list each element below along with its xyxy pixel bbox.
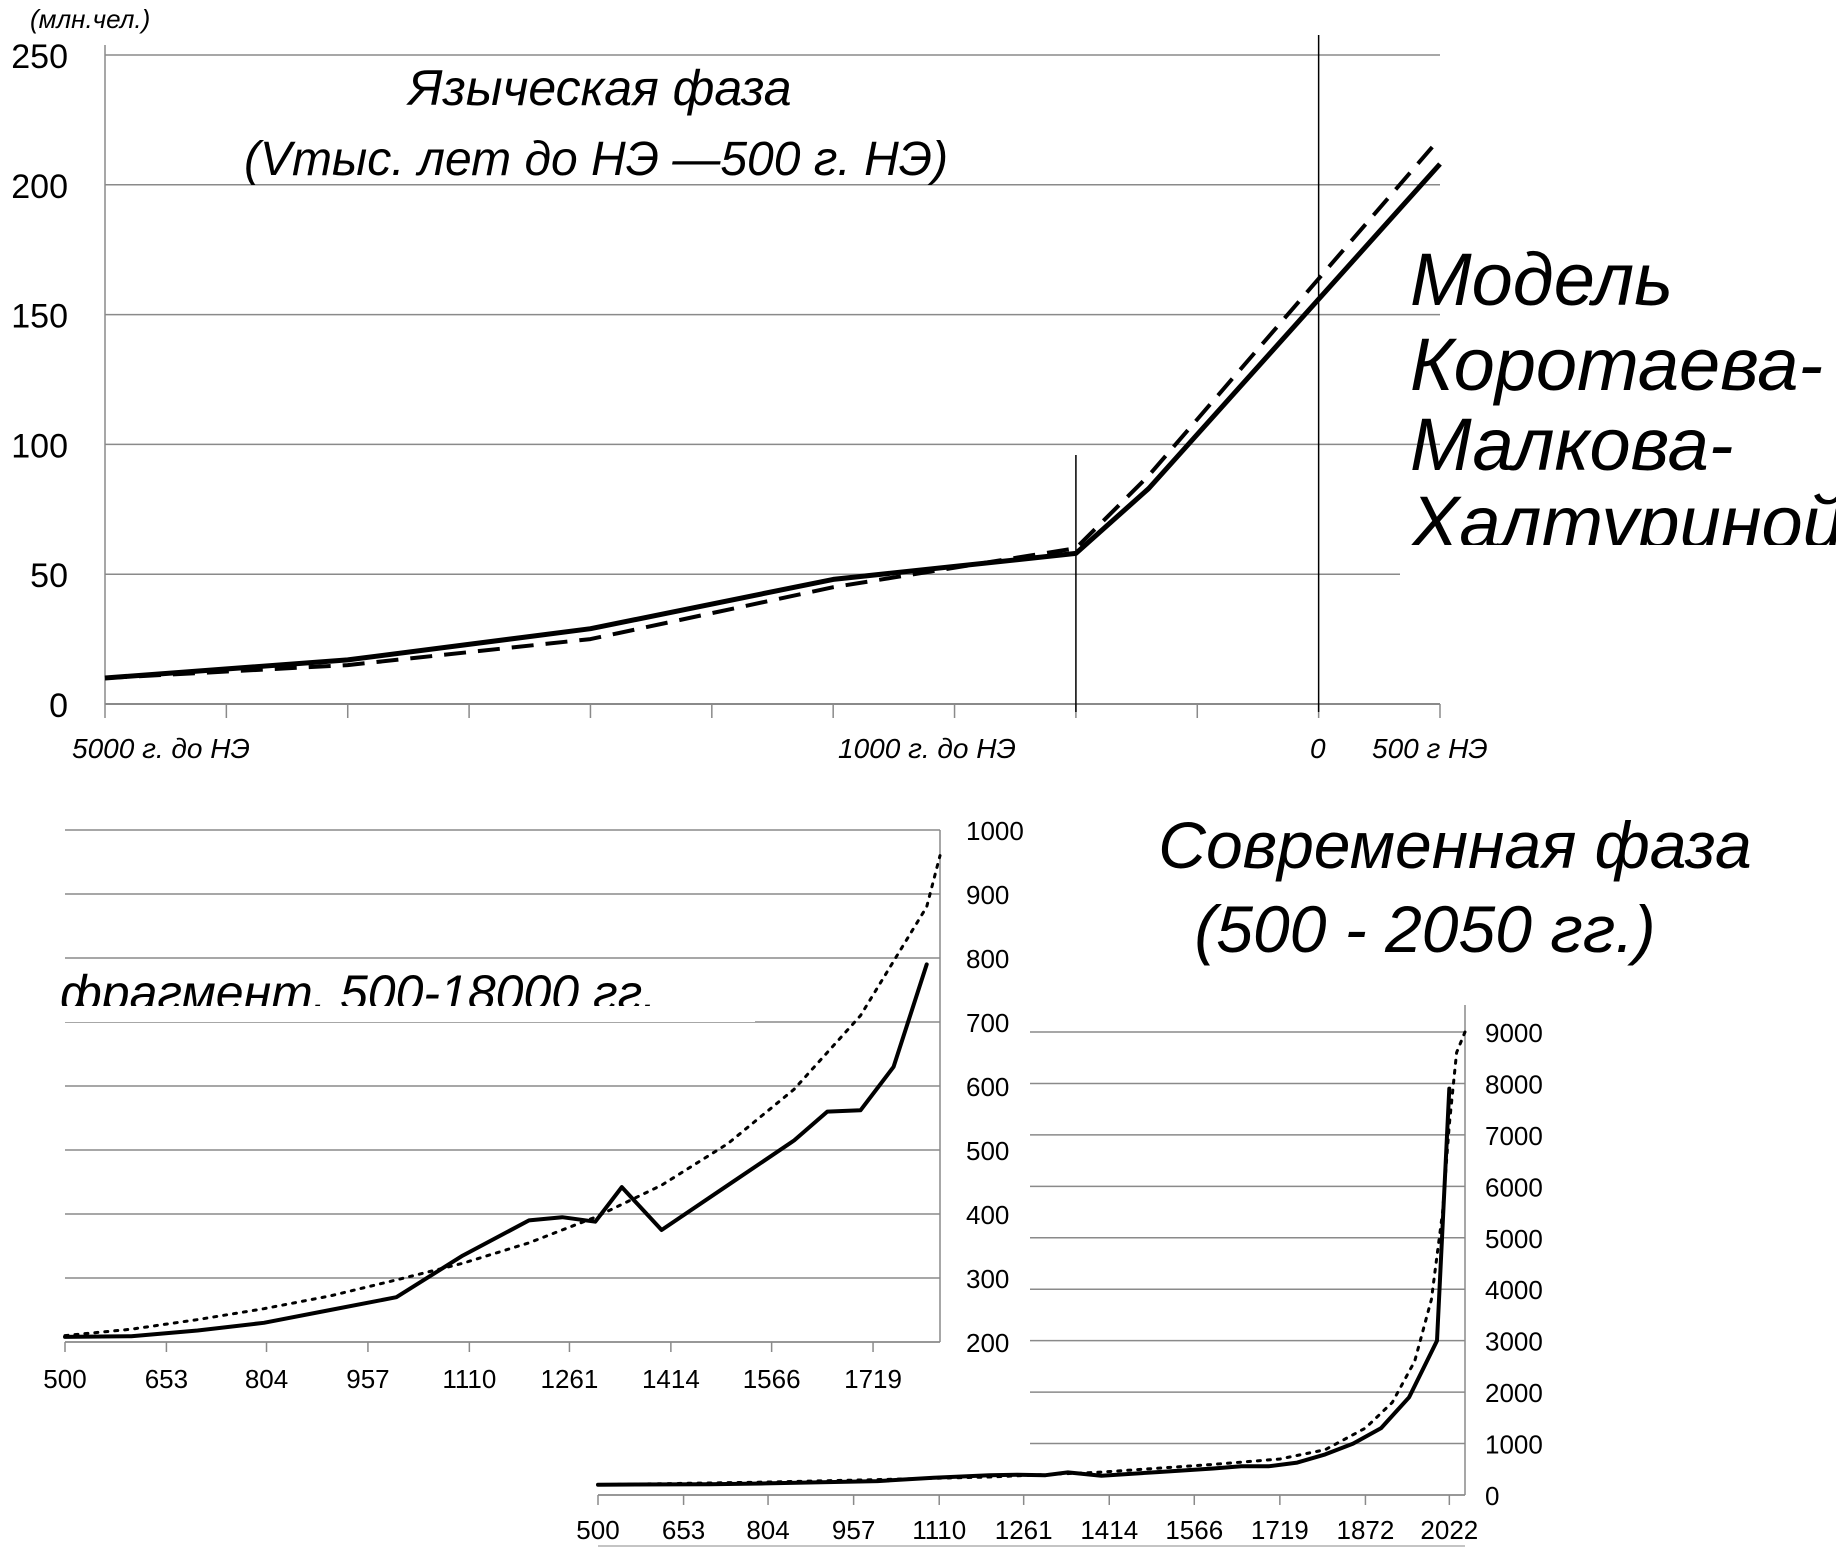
modern-subtitle: (500 - 2050 гг.): [1194, 892, 1655, 966]
modern-y-tick-8000: 8000: [1485, 1069, 1543, 1099]
modern-gridlines: [598, 1031, 1465, 1496]
fragment-gridlines: [65, 829, 940, 1343]
modern-y-tick-6000: 6000: [1485, 1172, 1543, 1202]
fragment-y-tick-800: 800: [966, 944, 1009, 974]
ancient-gridlines: [105, 54, 1440, 575]
model-annotation-clip: [1400, 545, 1836, 605]
modern-series-line-solid: [596, 1086, 1452, 1487]
fragment-x-tick-1566: 1566: [743, 1364, 801, 1394]
modern-y-tick-4000: 4000: [1485, 1275, 1543, 1305]
fragment-x-tick-957: 957: [346, 1364, 389, 1394]
modern-x-tick-957: 957: [832, 1515, 875, 1545]
modern-y-tick-5000: 5000: [1485, 1224, 1543, 1254]
ancient-y-tick-50: 50: [30, 557, 68, 595]
fragment-series: [63, 854, 942, 1339]
fragment-title-clip: [55, 1006, 755, 1022]
modern-x-tick-1872: 1872: [1337, 1515, 1395, 1545]
fragment-x-tick-1414: 1414: [642, 1364, 700, 1394]
fragment-x-tick-653: 653: [145, 1364, 188, 1394]
modern-x-tick-1566: 1566: [1165, 1515, 1223, 1545]
modern-y-tick-0: 0: [1485, 1481, 1499, 1511]
fragment-x-ticks: 500 653 804 957 1110 1261 1414 1566 1719: [43, 1364, 902, 1394]
fragment-axes: [64, 830, 941, 1352]
ancient-y-tick-200: 200: [11, 168, 68, 206]
ancient-x-label: 5000 г. до НЭ: [72, 733, 250, 764]
modern-y-ticks: 0 1000 2000 3000 4000 5000 6000 7000 8000 9000: [1485, 1018, 1543, 1511]
modern-axes: [597, 1005, 1466, 1547]
fragment-x-tick-1261: 1261: [541, 1364, 599, 1394]
modern-x-tick-653: 653: [662, 1515, 705, 1545]
fragment-chart: 200 300 400 500 600 700 800 900 1000 500 653 804 95…: [43, 816, 1024, 1394]
modern-y-tick-9000: 9000: [1485, 1018, 1543, 1048]
fragment-y-tick-300: 300: [966, 1264, 1009, 1294]
model-line-3: Малкова-: [1410, 403, 1733, 486]
ancient-x-label: 0: [1310, 733, 1326, 764]
modern-x-tick-1414: 1414: [1080, 1515, 1138, 1545]
fragment-series-line-dotted: [63, 854, 942, 1338]
ancient-axes: [104, 35, 1441, 718]
fragment-y-tick-900: 900: [966, 880, 1009, 910]
fragment-y-tick-600: 600: [966, 1072, 1009, 1102]
ancient-series-line-dashed: [104, 136, 1442, 680]
fragment-y-tick-400: 400: [966, 1200, 1009, 1230]
modern-x-ticks: 500 653 804 957 1110 1261 1414 1566 1719 1872 2022: [576, 1515, 1478, 1545]
ancient-series-line-solid: [104, 162, 1442, 681]
fragment-y-ticks: 200 300 400 500 600 700 800 900 1000: [966, 816, 1024, 1358]
modern-y-tick-7000: 7000: [1485, 1121, 1543, 1151]
modern-y-tick-2000: 2000: [1485, 1378, 1543, 1408]
model-line-1: Модель: [1410, 238, 1673, 321]
modern-series: [596, 1030, 1467, 1487]
modern-x-tick-1110: 1110: [912, 1515, 966, 1545]
modern-x-tick-1719: 1719: [1251, 1515, 1309, 1545]
modern-x-tick-2022: 2022: [1420, 1515, 1478, 1545]
modern-y-tick-3000: 3000: [1485, 1327, 1543, 1357]
modern-chart: 0 1000 2000 3000 4000 5000 6000 7000 8000 9000 50…: [576, 808, 1752, 1547]
fragment-y-tick-700: 700: [966, 1008, 1009, 1038]
fragment-y-tick-200: 200: [966, 1328, 1009, 1358]
fragment-x-tick-1110: 1110: [442, 1364, 496, 1394]
ancient-y-tick-0: 0: [49, 687, 68, 725]
fragment-x-tick-1719: 1719: [844, 1364, 902, 1394]
ancient-subtitle: (Vтыс. лет до НЭ —500 г. НЭ): [244, 133, 948, 186]
fragment-y-tick-500: 500: [966, 1136, 1009, 1166]
model-line-2: Коротаева-: [1410, 323, 1823, 406]
modern-x-tick-804: 804: [746, 1515, 789, 1545]
modern-x-tick-500: 500: [576, 1515, 619, 1545]
ancient-title: Языческая фаза: [405, 60, 791, 116]
fragment-y-tick-1000: 1000: [966, 816, 1024, 846]
modern-x-tick-1261: 1261: [995, 1515, 1053, 1545]
ancient-x-label: 1000 г. до НЭ: [838, 733, 1016, 764]
ancient-x-ticks: 5000 г. до НЭ 1000 г. до НЭ 0 500 г НЭ: [72, 733, 1488, 764]
ancient-series: [104, 136, 1442, 681]
modern-title: Современная фаза: [1158, 808, 1751, 882]
ancient-y-tick-150: 150: [11, 298, 68, 336]
modern-series-line-dotted: [596, 1030, 1467, 1487]
ancient-y-tick-250: 250: [11, 38, 68, 76]
fragment-x-tick-500: 500: [43, 1364, 86, 1394]
ancient-x-label: 500 г НЭ: [1372, 733, 1488, 764]
fragment-x-tick-804: 804: [245, 1364, 288, 1394]
ancient-y-ticks: 0 50 100 150 200 250: [11, 38, 68, 725]
modern-y-tick-1000: 1000: [1485, 1430, 1543, 1460]
ancient-chart: 0 50 100 150 200 250 5000 г. до НЭ 1000 г. до …: [11, 4, 1487, 764]
fragment-series-line-solid: [63, 962, 929, 1339]
ancient-ylabel: (млн.чел.): [30, 4, 150, 34]
model-annotation: Модель Коротаева- Малкова- Халтуриной: [1400, 238, 1836, 605]
ancient-y-tick-100: 100: [11, 427, 68, 465]
